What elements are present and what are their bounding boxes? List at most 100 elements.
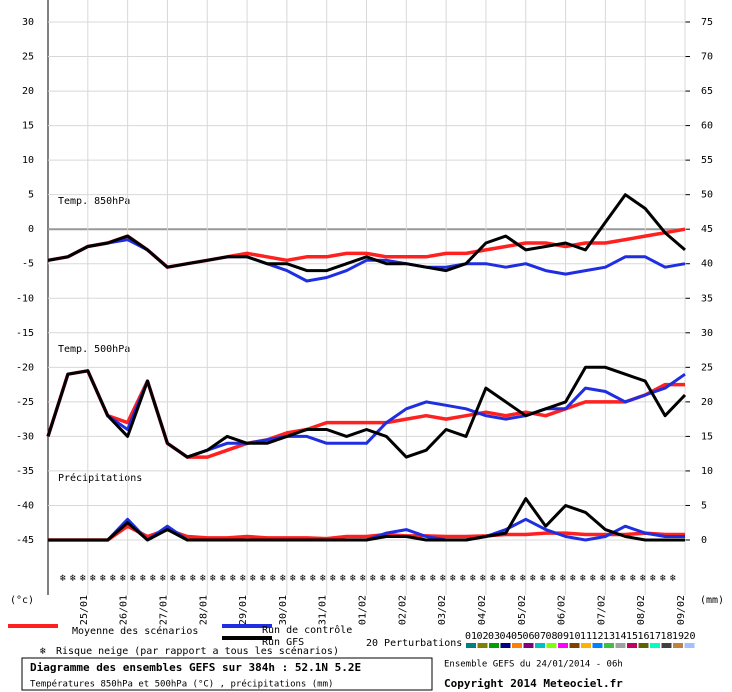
snow-flake: ❄ <box>500 573 507 584</box>
y2-tick-label: 20 <box>701 397 713 408</box>
y-tick-label: 15 <box>22 121 34 132</box>
y2-tick-label: 40 <box>701 259 713 270</box>
y2-tick-label: 15 <box>701 431 713 442</box>
y-unit: (°c) <box>10 595 34 606</box>
snow-flake: ❄ <box>420 573 427 584</box>
x-tick-label: 09/02 <box>676 595 687 625</box>
perturbation-number: 15 <box>626 631 638 642</box>
perturbation-number: 20 <box>683 631 695 642</box>
snow-flake: ❄ <box>140 573 147 584</box>
snow-flake: ❄ <box>670 573 677 584</box>
y-tick-label: 5 <box>28 190 34 201</box>
y2-tick-label: 65 <box>701 86 713 97</box>
perturbation-number: 08 <box>545 631 557 642</box>
snow-flake: ❄ <box>560 573 567 584</box>
footer-subtitle: Températures 850hPa et 500hPa (°C) , pré… <box>30 679 333 690</box>
perturbation-swatch <box>558 643 568 648</box>
y-tick-label: -25 <box>16 397 34 408</box>
perturbation-number: 16 <box>637 631 649 642</box>
snow-flake: ❄ <box>380 573 387 584</box>
perturbation-swatch <box>581 643 591 648</box>
perturbation-swatch <box>627 643 637 648</box>
perturbation-swatch <box>650 643 660 648</box>
y-tick-label: -30 <box>16 431 34 442</box>
perturbation-swatch <box>604 643 614 648</box>
snow-flake: ❄ <box>250 573 257 584</box>
snow-flake: ❄ <box>120 573 127 584</box>
perturbation-swatch <box>684 643 695 648</box>
perturbation-number: 07 <box>534 631 546 642</box>
y-tick-label: -15 <box>16 328 34 339</box>
x-tick-label: 01/02 <box>358 595 369 625</box>
snow-flake: ❄ <box>320 573 327 584</box>
y2-tick-label: 50 <box>701 190 713 201</box>
snow-flake: ❄ <box>650 573 657 584</box>
x-tick-label: 04/02 <box>477 595 488 625</box>
perturbation-number: 09 <box>557 631 569 642</box>
series-line <box>48 497 685 542</box>
snow-flake: ❄ <box>270 573 277 584</box>
snow-flake: ❄ <box>590 573 597 584</box>
x-tick-label: 05/02 <box>517 595 528 625</box>
perturbation-number: 13 <box>603 631 615 642</box>
perturbation-number: 01 <box>465 631 477 642</box>
snow-flake: ❄ <box>550 573 557 584</box>
snow-flake: ❄ <box>660 573 667 584</box>
perturbation-swatch <box>466 643 476 648</box>
perturbation-number: 12 <box>591 631 603 642</box>
snow-flake: ❄ <box>430 573 437 584</box>
snow-flake: ❄ <box>70 573 77 584</box>
series-line <box>46 365 687 459</box>
x-tick-label: 03/02 <box>437 595 448 625</box>
snow-flake: ❄ <box>580 573 587 584</box>
x-tick-label: 08/02 <box>636 595 647 625</box>
series-line <box>47 193 686 273</box>
snow-flake: ❄ <box>530 573 537 584</box>
y2-tick-label: 25 <box>701 362 713 373</box>
t500-label: Temp. 500hPa <box>58 344 130 355</box>
snow-flake: ❄ <box>230 573 237 584</box>
snow-flake: ❄ <box>160 573 167 584</box>
snow-flake: ❄ <box>340 573 347 584</box>
snow-flake: ❄ <box>150 573 157 584</box>
x-tick-label: 26/01 <box>119 595 130 625</box>
perturbation-number: 18 <box>660 631 672 642</box>
legend-label: Run de contrôle <box>262 624 352 636</box>
perturbation-swatch <box>489 643 499 648</box>
snow-flake: ❄ <box>620 573 627 584</box>
y2-tick-label: 30 <box>701 328 713 339</box>
x-tick-label: 31/01 <box>318 595 329 625</box>
perturbation-number: 17 <box>649 631 661 642</box>
y-tick-label: 20 <box>22 86 34 97</box>
y2-tick-label: 55 <box>701 155 713 166</box>
y-tick-label: -5 <box>22 259 34 270</box>
snow-flake: ❄ <box>350 573 357 584</box>
precip-label: Précipitations <box>58 472 142 484</box>
snow-flake: ❄ <box>490 573 497 584</box>
y2-tick-label: 60 <box>701 121 713 132</box>
snow-flake: ❄ <box>370 573 377 584</box>
t850-label: Temp. 850hPa <box>58 196 130 207</box>
y-tick-label: -40 <box>16 500 34 511</box>
perturbation-number: 06 <box>522 631 534 642</box>
snow-icon: ❄ <box>40 646 47 657</box>
snow-flake: ❄ <box>260 573 267 584</box>
snow-flake: ❄ <box>510 573 517 584</box>
snow-flake: ❄ <box>80 573 87 584</box>
perturbation-swatch <box>661 643 672 648</box>
y2-tick-label: 35 <box>701 293 713 304</box>
footer-box <box>21 657 433 691</box>
perturbation-number: 10 <box>568 631 580 642</box>
perturbation-number: 02 <box>476 631 488 642</box>
legend-label: Moyenne des scénarios <box>72 625 198 637</box>
snow-flake: ❄ <box>280 573 287 584</box>
y2-tick-label: 10 <box>701 466 713 477</box>
x-tick-label: 07/02 <box>596 595 607 625</box>
snow-flake: ❄ <box>520 573 527 584</box>
perturbation-swatch <box>592 643 603 648</box>
footer-run: Ensemble GEFS du 24/01/2014 - 06h <box>444 660 623 670</box>
legend-label: Run GFS <box>262 637 304 648</box>
footer-copyright: Copyright 2014 Meteociel.fr <box>444 677 623 690</box>
perturbation-swatch <box>569 643 580 648</box>
y-tick-label: 30 <box>22 17 34 28</box>
